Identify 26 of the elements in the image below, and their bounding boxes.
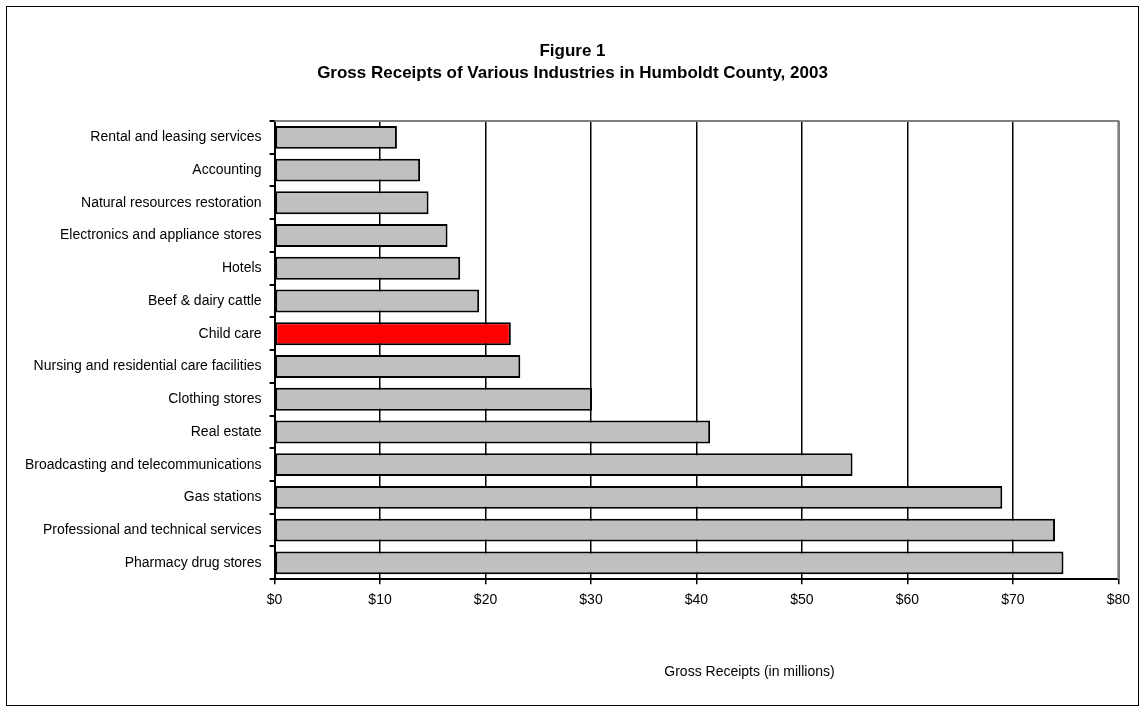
x-tick-label: $20 [473,591,498,608]
y-tick-label: Broadcasting and telecommunications [25,455,262,472]
x-tick-label: $10 [368,591,392,608]
chart-title: Figure 1 [538,41,607,61]
x-axis-title: Gross Receipts (in millions) [663,663,836,679]
x-tick-label: $70 [1001,591,1025,608]
y-tick-label: Rental and leasing services [90,128,262,145]
x-tick-label: $80 [1106,591,1131,608]
x-tick-label: $30 [579,591,603,608]
y-tick-label: Hotels [221,259,262,276]
y-tick-label: Child care [198,324,262,341]
y-tick-label: Beef & dairy cattle [147,291,262,308]
x-tick-label: $0 [266,591,283,608]
y-tick-label: Real estate [190,422,262,439]
y-tick-label: Gas stations [183,488,262,505]
x-tick-label: $60 [895,591,920,608]
chart-subtitle: Gross Receipts of Various Industries in Humboldt County, 2003 [316,63,829,83]
y-tick-label: Accounting [192,160,262,177]
y-tick-label: Natural resources restoration [81,193,262,210]
x-tick-label: $40 [684,591,709,608]
x-tick-label: $50 [790,591,814,608]
y-tick-label: Electronics and appliance stores [60,226,262,243]
y-tick-label: Clothing stores [168,390,262,407]
y-tick-label: Pharmacy drug stores [124,553,262,570]
y-tick-label: Professional and technical services [42,520,262,537]
y-tick-label: Nursing and residential care facilities [33,357,262,374]
